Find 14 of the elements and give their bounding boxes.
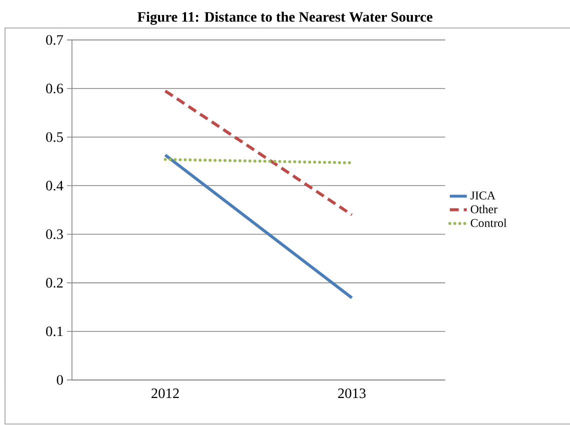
y-tick-label: 0 (56, 375, 63, 385)
y-tick-label: 0.4 (46, 180, 64, 191)
y-tick-label: 0.3 (46, 229, 63, 240)
y-tick-label: 0.6 (46, 84, 64, 94)
y-tick-label: 0.2 (46, 278, 63, 288)
y-tick-label: 0.1 (46, 326, 63, 336)
x-tick-label: 2013 (338, 388, 366, 398)
legend-label: Other (470, 204, 498, 214)
legend-label: Control (470, 218, 507, 228)
x-tick-label: 2012 (152, 388, 179, 398)
legend-label: JICA (470, 191, 496, 200)
chart-title: Figure 11: Distance to the Nearest Water Source (138, 12, 432, 25)
y-tick-label: 0.7 (46, 35, 64, 45)
y-tick-label: 0.5 (46, 132, 63, 142)
